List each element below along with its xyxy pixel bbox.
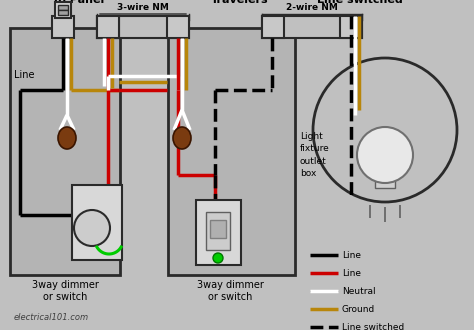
Text: 3-wire NM: 3-wire NM	[117, 4, 169, 13]
Text: Line: Line	[342, 250, 361, 259]
Circle shape	[357, 127, 413, 183]
Text: Line: Line	[14, 70, 35, 80]
Ellipse shape	[173, 127, 191, 149]
Bar	[262, 16, 362, 38]
Ellipse shape	[58, 127, 76, 149]
Text: 3way dimmer
or switch: 3way dimmer or switch	[32, 280, 99, 302]
Bar	[58, 10, 68, 15]
Bar	[167, 16, 189, 38]
Bar	[168, 28, 295, 275]
Text: To Panel: To Panel	[52, 0, 104, 5]
Bar	[196, 200, 241, 265]
Bar	[58, 5, 68, 10]
Text: Line: Line	[342, 269, 361, 278]
Bar	[340, 16, 362, 38]
Bar	[375, 170, 395, 188]
Text: Neutral: Neutral	[342, 286, 375, 295]
Bar	[52, 16, 74, 38]
Circle shape	[213, 253, 223, 263]
Bar	[97, 16, 119, 38]
Text: Line switched: Line switched	[317, 0, 403, 5]
Bar	[72, 185, 122, 260]
Text: Travelers: Travelers	[211, 0, 269, 5]
Text: Ground: Ground	[342, 305, 375, 314]
Bar	[206, 212, 230, 250]
Circle shape	[313, 58, 457, 202]
Bar	[210, 220, 226, 238]
Circle shape	[74, 210, 110, 246]
Text: Line switched: Line switched	[342, 322, 404, 330]
Bar	[10, 28, 120, 275]
Bar	[55, 2, 71, 18]
Bar	[262, 16, 284, 38]
Text: electrical101.com: electrical101.com	[14, 314, 89, 322]
Bar	[97, 16, 189, 38]
Text: 3way dimmer
or switch: 3way dimmer or switch	[197, 280, 264, 302]
Bar	[97, 16, 119, 38]
Text: Light
fixture
outlet
box: Light fixture outlet box	[300, 132, 330, 178]
Text: 2-wire NM: 2-wire NM	[286, 4, 338, 13]
